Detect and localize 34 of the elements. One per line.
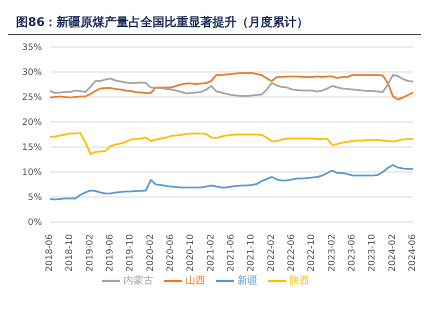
y-tick-label: 25% bbox=[22, 93, 42, 104]
line-series bbox=[49, 164, 414, 200]
y-tick-label: 20% bbox=[22, 118, 42, 128]
legend-label: 山西 bbox=[186, 276, 206, 287]
x-tick-label: 2022-10 bbox=[307, 234, 318, 272]
x-tick-label: 2022-06 bbox=[287, 234, 297, 272]
y-tick-label: 30% bbox=[22, 68, 42, 78]
chart-title: 图86：新疆原煤产量占全国比重显著提升（月度累计） bbox=[8, 8, 421, 35]
x-tick-label: 2021-02 bbox=[206, 234, 216, 272]
legend-label: 新疆 bbox=[238, 276, 258, 287]
x-tick-label: 2019-02 bbox=[85, 234, 96, 272]
x-tick-label: 2019-10 bbox=[126, 234, 136, 272]
y-tick-label: 5% bbox=[28, 193, 42, 204]
x-tick-label: 2023-02 bbox=[327, 234, 338, 272]
x-tick-label: 2023-10 bbox=[368, 234, 378, 272]
x-tick-label: 2020-10 bbox=[186, 234, 196, 272]
x-tick-label: 2021-10 bbox=[246, 234, 257, 272]
x-tick-label: 2018-06 bbox=[45, 234, 55, 272]
x-tick-label: 2019-06 bbox=[106, 234, 116, 272]
x-tick-label: 2020-02 bbox=[146, 234, 156, 272]
x-tick-label: 2020-06 bbox=[166, 234, 176, 272]
y-tick-label: 0% bbox=[28, 218, 42, 228]
x-tick-label: 2023-06 bbox=[348, 234, 358, 272]
x-tick-label: 2022-02 bbox=[266, 234, 277, 272]
legend-label: 陕西 bbox=[290, 276, 310, 287]
x-tick-label: 2024-02 bbox=[388, 234, 398, 272]
y-tick-label: 10% bbox=[22, 168, 42, 178]
y-tick-label: 35% bbox=[22, 43, 42, 54]
legend-label: 内蒙古 bbox=[124, 276, 154, 287]
y-tick-label: 15% bbox=[22, 143, 42, 154]
x-tick-label: 2021-06 bbox=[226, 234, 236, 272]
x-tick-label: 2024-06 bbox=[408, 234, 418, 272]
line-series bbox=[49, 132, 414, 155]
x-tick-label: 2018-10 bbox=[65, 234, 76, 272]
